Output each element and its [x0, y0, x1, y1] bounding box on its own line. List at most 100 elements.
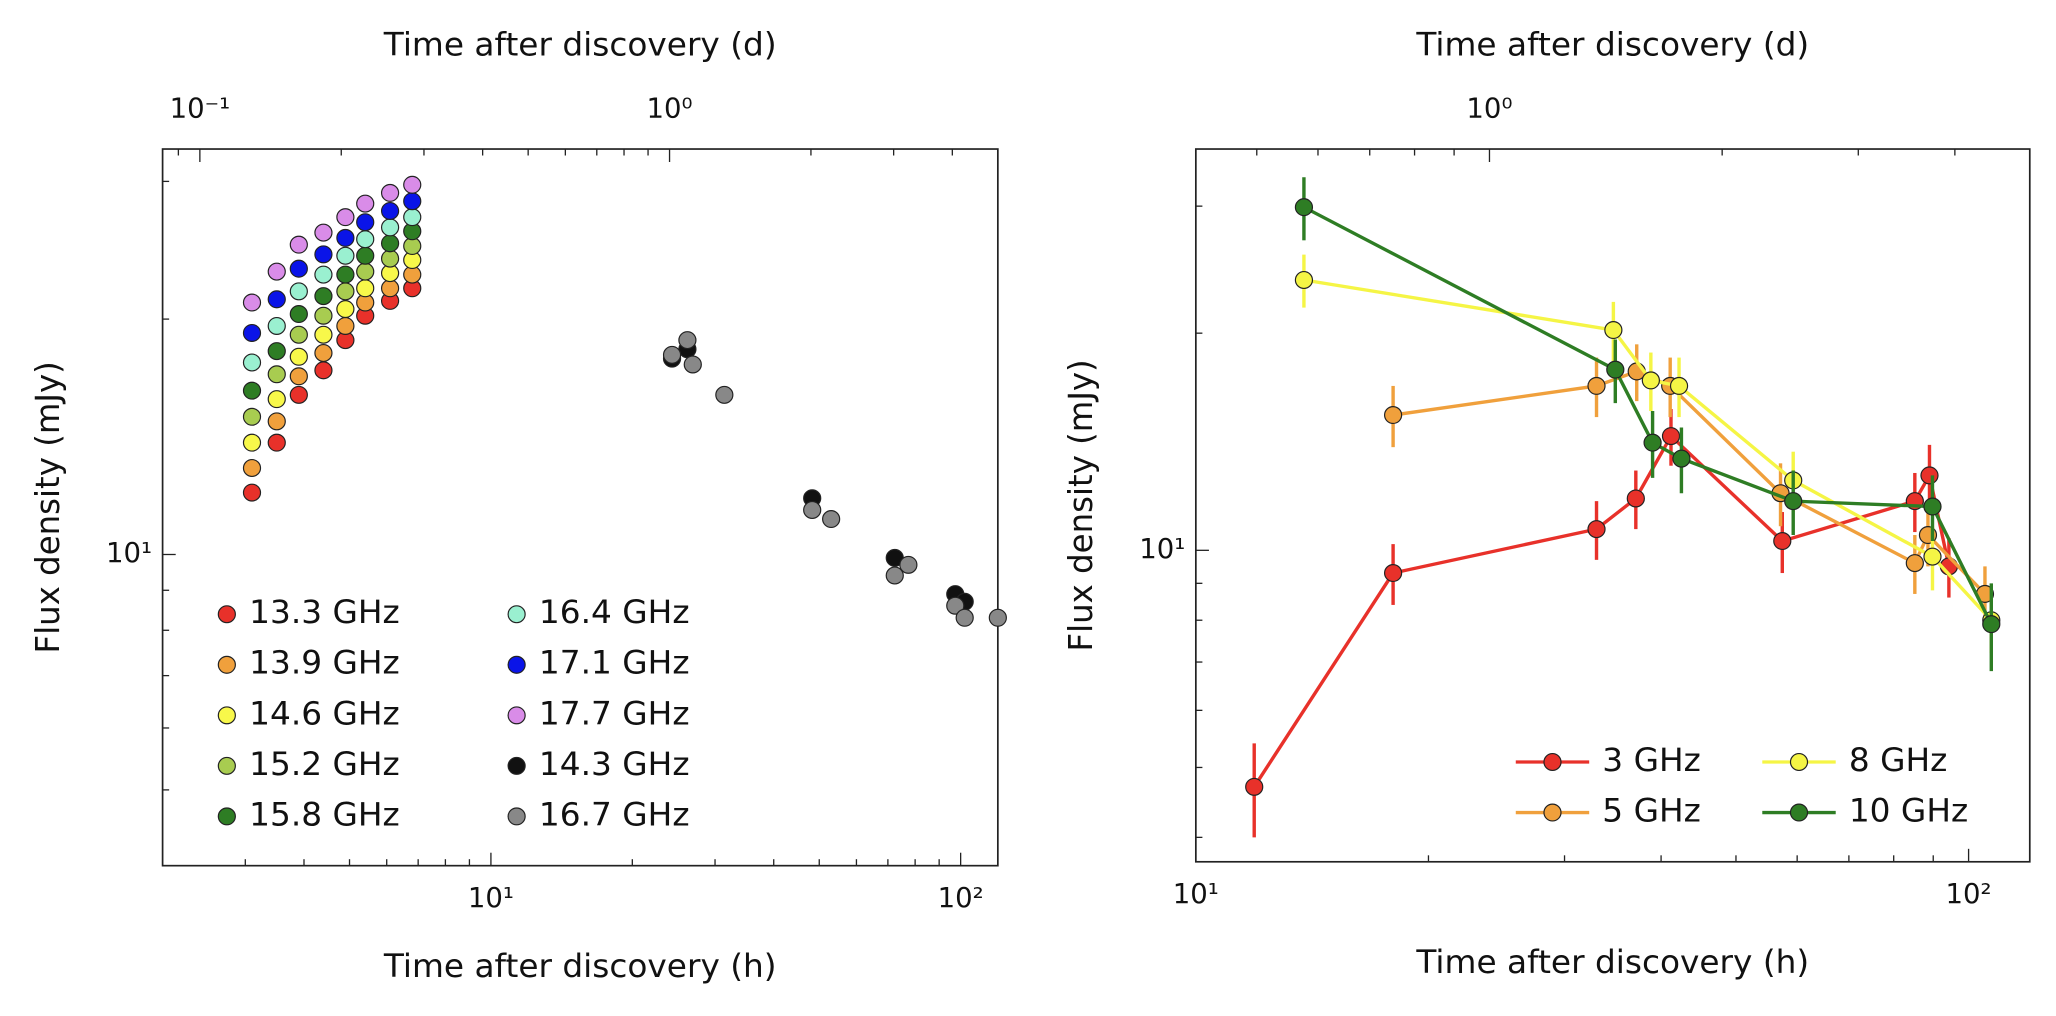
plot-frame [161, 148, 999, 867]
data-point [356, 246, 375, 265]
data-point [1383, 406, 1403, 425]
data-point [380, 218, 400, 237]
data-point [267, 433, 286, 452]
data-point [289, 305, 308, 324]
data-point [336, 282, 355, 301]
data-point [314, 287, 333, 306]
legend-label: 15.2 GHz [249, 745, 400, 783]
data-point [314, 245, 333, 264]
data-point [356, 230, 375, 249]
legend-marker [217, 807, 236, 826]
x-tick-label: 10¹ [1173, 879, 1219, 910]
x2-axis-label: Time after discovery (d) [383, 26, 777, 64]
data-point [336, 265, 355, 284]
data-point [662, 345, 682, 364]
data-point [403, 208, 422, 227]
legend-label: 3 GHz [1602, 741, 1701, 779]
data-point [1982, 615, 2001, 634]
x2-axis-label: Time after discovery (d) [1415, 26, 1809, 64]
legend-marker [507, 756, 526, 775]
data-point [242, 433, 262, 452]
legend-marker [217, 655, 236, 674]
data-point [955, 608, 974, 627]
data-point [885, 566, 904, 585]
data-point [1905, 554, 1924, 573]
legend-label: 13.9 GHz [249, 644, 400, 682]
y-axis-label: Flux density (mJy) [1062, 359, 1100, 651]
data-point [242, 483, 262, 502]
data-point [267, 316, 286, 335]
legend-marker [217, 706, 236, 725]
data-point [336, 316, 355, 335]
data-point [1672, 449, 1691, 468]
data-point [403, 192, 422, 211]
data-point [289, 347, 308, 366]
series-line [1303, 205, 1993, 625]
data-point [314, 306, 333, 325]
data-point [803, 500, 822, 520]
data-point [289, 282, 308, 301]
legend-marker [217, 605, 236, 624]
legend-label: 14.6 GHz [249, 694, 400, 732]
x-axis-label: Time after discovery (h) [1415, 943, 1809, 981]
data-point [1294, 198, 1314, 217]
data-point [314, 325, 333, 344]
legend-marker [507, 807, 526, 826]
data-point [336, 228, 355, 247]
x-tick-label: 10² [938, 883, 984, 914]
data-point [380, 234, 400, 253]
legend-marker [507, 605, 526, 624]
legend-label: 10 GHz [1849, 792, 1968, 830]
data-point [403, 175, 422, 194]
data-point [380, 201, 400, 220]
data-point [899, 555, 918, 574]
x-tick-label: 10² [1946, 879, 1992, 910]
data-point [267, 390, 286, 409]
data-point [946, 596, 965, 615]
x-axis-label: Time after discovery (h) [383, 947, 777, 985]
data-point [822, 510, 841, 529]
data-point [356, 262, 375, 281]
data-point [267, 365, 286, 384]
data-point [336, 246, 355, 265]
panel: 10¹ 10² 10⁻¹ 10⁰ 10¹ Time after discovery (h)… [29, 26, 1007, 985]
data-point [1784, 492, 1803, 511]
legend-label: 8 GHz [1849, 741, 1948, 779]
y-axis-label: Flux density (mJy) [29, 361, 67, 653]
data-point [1294, 270, 1314, 289]
data-point [1773, 532, 1792, 551]
data-point [267, 412, 286, 431]
data-point [1641, 371, 1660, 390]
legend-label: 5 GHz [1602, 792, 1701, 830]
x-tick-label: 10¹ [468, 883, 514, 914]
data-point [289, 235, 308, 254]
data-point [267, 290, 286, 309]
data-point [242, 407, 262, 426]
series-line [1392, 369, 1987, 596]
legend-label: 16.4 GHz [539, 593, 690, 631]
data-point [242, 353, 262, 372]
data-point [289, 367, 308, 386]
legend-label: 17.7 GHz [539, 694, 690, 732]
legend-label: 16.7 GHz [539, 796, 690, 834]
legend-marker [1543, 803, 1562, 822]
y-tick-label: 10¹ [1139, 534, 1185, 565]
legend-label: 17.1 GHz [539, 644, 690, 682]
panel: 10¹ 10² 10⁰ 10¹ Time after discovery (h) Time… [1062, 26, 2031, 981]
data-point [242, 323, 262, 342]
data-point [356, 194, 375, 213]
data-point [289, 325, 308, 344]
legend-marker [507, 706, 526, 725]
data-point [1920, 466, 1939, 485]
data-point [1669, 376, 1689, 395]
data-point [314, 361, 333, 380]
plot-frame [1194, 148, 2031, 863]
legend-label: 15.8 GHz [249, 796, 400, 834]
data-point [314, 343, 333, 363]
data-point [289, 385, 308, 404]
legend-marker [507, 655, 526, 674]
legend-marker [217, 756, 236, 775]
data-point [267, 262, 286, 281]
